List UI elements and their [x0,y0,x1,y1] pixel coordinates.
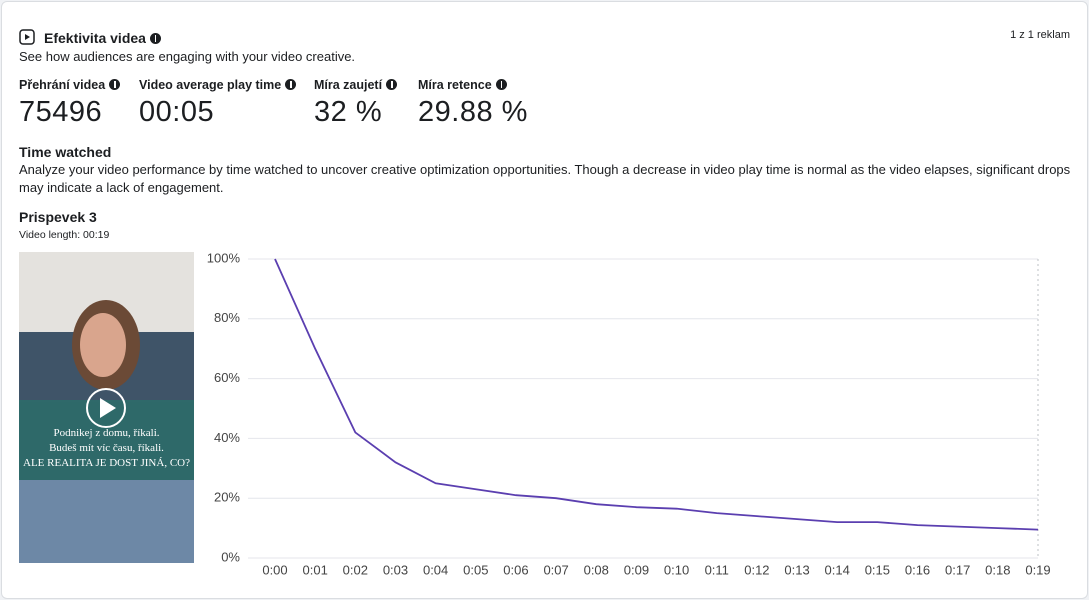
caption-line: ALE REALITA JE DOST JINÁ, CO? [23,457,190,469]
caption-line: Budeš mít víc času, říkali. [49,442,164,454]
x-tick-label: 0:08 [584,562,609,577]
video-icon-play [25,34,30,40]
x-tick-label: 0:05 [463,562,488,577]
header-subtitle: See how audiences are engaging with your… [19,49,356,64]
thumbnail-caption: Podnikej z domu, říkali. Budeš mít víc č… [19,426,194,471]
metric-label-text: Míra zaujetí [314,78,383,92]
x-tick-label: 0:17 [945,562,970,577]
x-tick-label: 0:16 [905,562,930,577]
info-icon[interactable] [495,79,507,90]
x-tick-label: 0:04 [423,562,448,577]
x-tick-label: 0:11 [705,562,729,577]
y-tick-label: 20% [214,490,240,505]
info-icon[interactable] [149,33,161,44]
section-description: Analyze your video performance by time w… [19,162,1071,195]
metric-value: 29.88 % [418,96,528,128]
caption-line: Podnikej z domu, říkali. [53,427,160,439]
pager: 1 z 1 reklam [1010,29,1070,41]
metric-value: 75496 [19,96,103,128]
info-icon[interactable] [109,79,121,90]
video-icon [19,29,35,45]
y-tick-label: 100% [207,250,241,265]
x-tick-label: 0:06 [503,562,528,577]
x-tick-label: 0:07 [543,562,568,577]
info-icon[interactable] [386,79,398,90]
x-tick-label: 0:18 [985,562,1010,577]
x-tick-label: 0:15 [865,562,890,577]
x-tick-label: 0:03 [383,562,408,577]
metric-label-text: Přehrání videa [19,78,106,92]
x-tick-label: 0:19 [1025,562,1050,577]
x-tick-label: 0:12 [744,562,769,577]
x-tick-label: 0:14 [825,562,850,577]
data-line [274,258,1039,531]
header-title-text: Efektivita videa [44,30,146,46]
metric-label: Míra zaujetí [314,78,398,92]
metric-label: Míra retence [418,78,507,92]
x-tick-label: 0:13 [784,562,809,577]
video-length: Video length: 00:19 [19,229,110,241]
y-tick-label: 80% [214,310,240,325]
thumbnail-face [80,313,126,377]
x-tick-label: 0:10 [664,562,689,577]
section-title: Time watched [19,144,112,160]
metric-label: Video average play time [139,78,297,92]
x-tick-label: 0:00 [262,562,287,577]
metric-label-text: Míra retence [418,78,492,92]
y-tick-label: 60% [214,370,240,385]
play-icon [100,398,116,418]
video-title: Prispevek 3 [19,209,97,225]
play-button[interactable] [86,388,126,428]
header-title: Efektivita videa [44,30,161,46]
y-tick-label: 40% [214,430,240,445]
metric-value: 00:05 [139,96,215,128]
metric-label: Přehrání videa [19,78,121,92]
metric-value: 32 % [314,96,383,128]
thumbnail-jeans [19,480,194,563]
x-tick-label: 0:02 [343,562,368,577]
x-tick-label: 0:09 [624,562,649,577]
info-icon[interactable] [285,79,297,90]
y-tick-label: 0% [221,549,240,564]
x-tick-label: 0:01 [303,562,328,577]
metric-label-text: Video average play time [139,78,282,92]
